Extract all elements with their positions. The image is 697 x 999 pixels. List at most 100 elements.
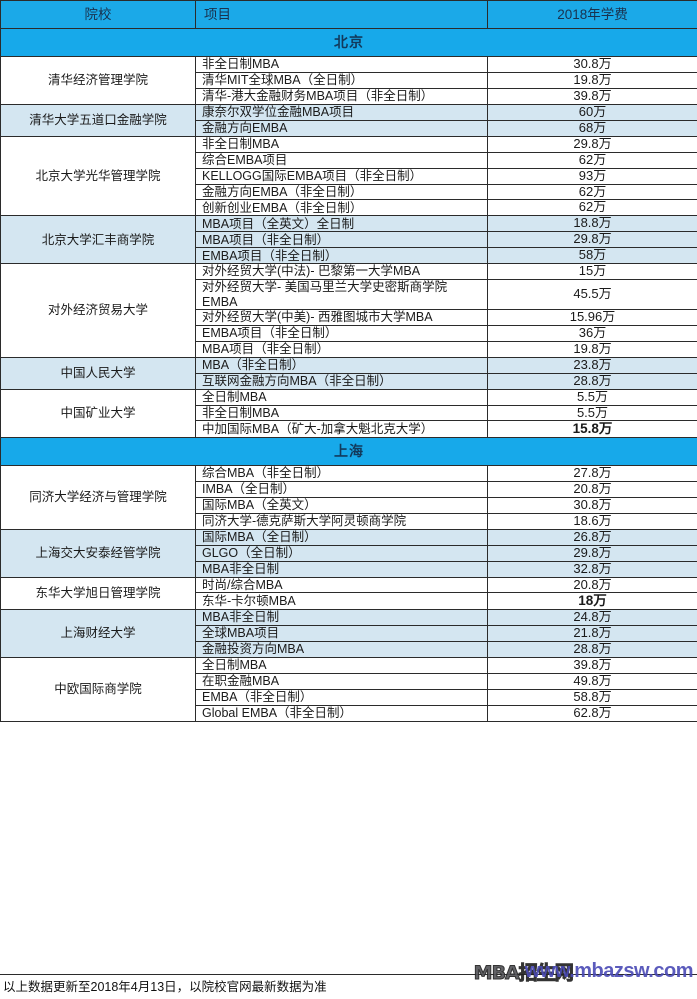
program-name-cell: GLGO（全日制） — [196, 545, 488, 561]
tuition-fee-cell: 5.5万 — [488, 405, 697, 421]
school-name-cell: 中欧国际商学院 — [1, 657, 196, 721]
tuition-fee-cell: 15万 — [488, 264, 697, 280]
program-name-cell: MBA项目（非全日制） — [196, 232, 488, 248]
tuition-fee-cell: 18万 — [488, 593, 697, 610]
tuition-fee-cell: 39.8万 — [488, 657, 697, 673]
program-name-cell: 非全日制MBA — [196, 136, 488, 152]
city-band-row: 北京 — [1, 29, 697, 57]
program-name-cell: MBA非全日制 — [196, 561, 488, 577]
tuition-fee-cell: 30.8万 — [488, 497, 697, 513]
tuition-fee-cell: 15.8万 — [488, 421, 697, 438]
program-name-cell: 国际MBA（全日制） — [196, 529, 488, 545]
program-name-cell: 互联网金融方向MBA（非全日制） — [196, 373, 488, 389]
school-name-cell: 中国矿业大学 — [1, 389, 196, 437]
school-name-cell: 北京大学光华管理学院 — [1, 136, 196, 216]
program-name-cell: 清华-港大金融财务MBA项目（非全日制） — [196, 88, 488, 104]
program-name-cell: 创新创业EMBA（非全日制） — [196, 200, 488, 216]
program-name-cell: MBA项目（非全日制） — [196, 341, 488, 357]
table-header-row: 院校 项目 2018年学费 — [1, 1, 697, 29]
table-header: 院校 项目 2018年学费 — [1, 1, 697, 29]
table-row: 上海交大安泰经管学院国际MBA（全日制）26.8万 — [1, 529, 697, 545]
school-name-cell: 清华大学五道口金融学院 — [1, 104, 196, 136]
tuition-fee-cell: 23.8万 — [488, 357, 697, 373]
column-header-fee: 2018年学费 — [488, 1, 697, 29]
tuition-fee-cell: 19.8万 — [488, 72, 697, 88]
program-name-cell: Global EMBA（非全日制） — [196, 705, 488, 721]
program-name-cell: 东华-卡尔顿MBA — [196, 593, 488, 610]
tuition-fee-cell: 20.8万 — [488, 481, 697, 497]
tuition-fee-cell: 49.8万 — [488, 673, 697, 689]
tuition-fee-cell: 39.8万 — [488, 88, 697, 104]
program-name-cell: 康奈尔双学位金融MBA项目 — [196, 104, 488, 120]
tuition-fee-cell: 29.8万 — [488, 136, 697, 152]
program-name-cell: IMBA（全日制） — [196, 481, 488, 497]
program-name-cell: 对外经贸大学(中法)- 巴黎第一大学MBA — [196, 264, 488, 280]
table-row: 同济大学经济与管理学院综合MBA（非全日制）27.8万 — [1, 465, 697, 481]
column-header-school: 院校 — [1, 1, 196, 29]
program-name-cell: 同济大学-德克萨斯大学阿灵顿商学院 — [196, 513, 488, 529]
program-name-cell: 全日制MBA — [196, 657, 488, 673]
program-name-cell: 金融投资方向MBA — [196, 641, 488, 657]
program-name-cell: EMBA（非全日制） — [196, 689, 488, 705]
tuition-fee-cell: 62万 — [488, 200, 697, 216]
tuition-fee-cell: 19.8万 — [488, 341, 697, 357]
tuition-fee-cell: 18.8万 — [488, 216, 697, 232]
tuition-fee-cell: 45.5万 — [488, 280, 697, 310]
program-name-cell: 中加国际MBA（矿大-加拿大魁北克大学） — [196, 421, 488, 438]
city-band-label: 北京 — [1, 29, 697, 57]
tuition-fee-cell: 27.8万 — [488, 465, 697, 481]
program-name-cell: EMBA项目（非全日制） — [196, 248, 488, 264]
program-name-cell: 金融方向EMBA（非全日制） — [196, 184, 488, 200]
program-name-cell: MBA（非全日制） — [196, 357, 488, 373]
program-name-cell: 在职金融MBA — [196, 673, 488, 689]
program-name-cell: 国际MBA（全英文） — [196, 497, 488, 513]
school-name-cell: 清华经济管理学院 — [1, 57, 196, 105]
program-name-cell: EMBA项目（非全日制） — [196, 325, 488, 341]
city-band-label: 上海 — [1, 437, 697, 465]
tuition-fee-cell: 62.8万 — [488, 705, 697, 721]
program-name-cell: 时尚/综合MBA — [196, 577, 488, 593]
program-name-cell: 综合EMBA项目 — [196, 152, 488, 168]
program-name-cell: 全日制MBA — [196, 389, 488, 405]
tuition-fee-cell: 29.8万 — [488, 232, 697, 248]
tuition-fee-cell: 26.8万 — [488, 529, 697, 545]
program-name-cell: 清华MIT全球MBA（全日制） — [196, 72, 488, 88]
tuition-fee-cell: 68万 — [488, 120, 697, 136]
tuition-fee-cell: 36万 — [488, 325, 697, 341]
tuition-fee-cell: 58万 — [488, 248, 697, 264]
tuition-fee-cell: 62万 — [488, 152, 697, 168]
program-name-cell: 综合MBA（非全日制） — [196, 465, 488, 481]
tuition-fee-cell: 18.6万 — [488, 513, 697, 529]
tuition-fee-cell: 93万 — [488, 168, 697, 184]
tuition-fee-cell: 20.8万 — [488, 577, 697, 593]
tuition-fee-cell: 29.8万 — [488, 545, 697, 561]
tuition-fee-cell: 21.8万 — [488, 625, 697, 641]
program-name-cell: 对外经贸大学(中美)- 西雅图城市大学MBA — [196, 309, 488, 325]
tuition-fee-cell: 60万 — [488, 104, 697, 120]
tuition-fee-cell: 58.8万 — [488, 689, 697, 705]
school-name-cell: 上海交大安泰经管学院 — [1, 529, 196, 577]
program-name-cell: 金融方向EMBA — [196, 120, 488, 136]
school-name-cell: 东华大学旭日管理学院 — [1, 577, 196, 609]
program-name-cell: MBA项目（全英文）全日制 — [196, 216, 488, 232]
tuition-fee-cell: 28.8万 — [488, 641, 697, 657]
program-name-cell: MBA非全日制 — [196, 609, 488, 625]
tuition-fee-cell: 62万 — [488, 184, 697, 200]
tuition-fee-cell: 15.96万 — [488, 309, 697, 325]
footnote: 以上数据更新至2018年4月13日，以院校官网最新数据为准 — [0, 974, 697, 998]
program-name-cell: 全球MBA项目 — [196, 625, 488, 641]
tuition-fee-cell: 28.8万 — [488, 373, 697, 389]
school-name-cell: 上海财经大学 — [1, 609, 196, 657]
tuition-fee-cell: 30.8万 — [488, 57, 697, 73]
school-name-cell: 北京大学汇丰商学院 — [1, 216, 196, 264]
